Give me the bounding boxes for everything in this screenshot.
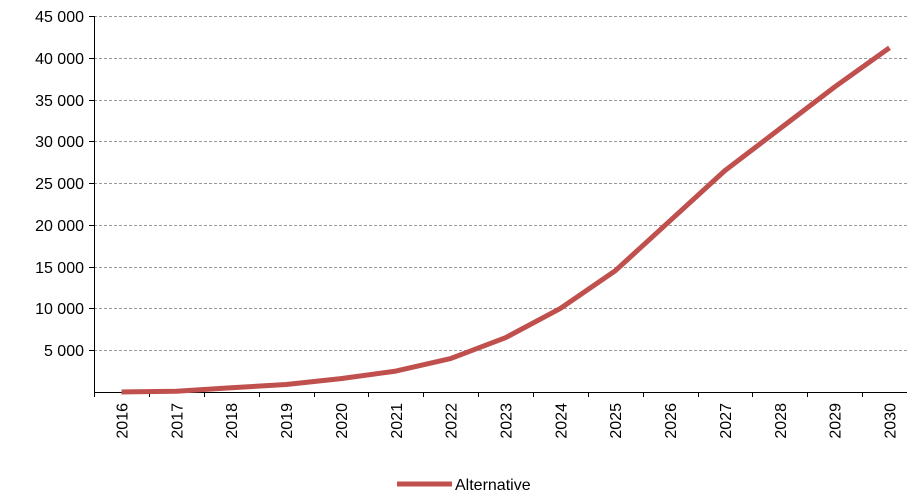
x-tick-label: 2016 xyxy=(115,403,132,439)
x-tick-label: 2019 xyxy=(279,403,296,439)
y-tick-label: 10 000 xyxy=(35,301,84,318)
series-line xyxy=(121,45,891,395)
x-tick-label: 2018 xyxy=(224,403,241,439)
x-tick-labels: 2016 2017 2018 2019 2020 2021 2022 2023 2024 2025… xyxy=(115,403,900,439)
y-tick-labels: 5 000 10 000 15 000 20 000 25 000 30 000 35 00… xyxy=(35,9,84,360)
y-tick-label: 15 000 xyxy=(35,260,84,277)
x-tick-label: 2027 xyxy=(718,403,735,439)
legend: Alternative xyxy=(397,477,531,494)
x-tick-label: 2028 xyxy=(773,403,790,439)
y-tick-label: 40 000 xyxy=(35,51,84,68)
x-tick-label: 2022 xyxy=(444,403,461,439)
legend-label: Alternative xyxy=(455,477,531,494)
x-tick-label: 2025 xyxy=(608,403,625,439)
x-tick-label: 2024 xyxy=(553,403,570,439)
gridlines xyxy=(94,16,907,351)
y-tick-label: 45 000 xyxy=(35,9,84,26)
x-tick-label: 2030 xyxy=(883,403,900,439)
x-tick-label: 2020 xyxy=(334,403,351,439)
x-tick-label: 2026 xyxy=(663,403,680,439)
y-tick-label: 25 000 xyxy=(35,176,84,193)
y-tick-label: 20 000 xyxy=(35,218,84,235)
y-tick-label: 35 000 xyxy=(35,93,84,110)
y-tick-label: 5 000 xyxy=(44,343,84,360)
y-tick-label: 30 000 xyxy=(35,134,84,151)
x-tick-label: 2029 xyxy=(828,403,845,439)
axes xyxy=(89,16,907,397)
x-tick-label: 2017 xyxy=(169,403,186,439)
x-tick-label: 2021 xyxy=(389,403,406,439)
x-tick-label: 2023 xyxy=(499,403,516,439)
series-lines xyxy=(121,45,891,395)
